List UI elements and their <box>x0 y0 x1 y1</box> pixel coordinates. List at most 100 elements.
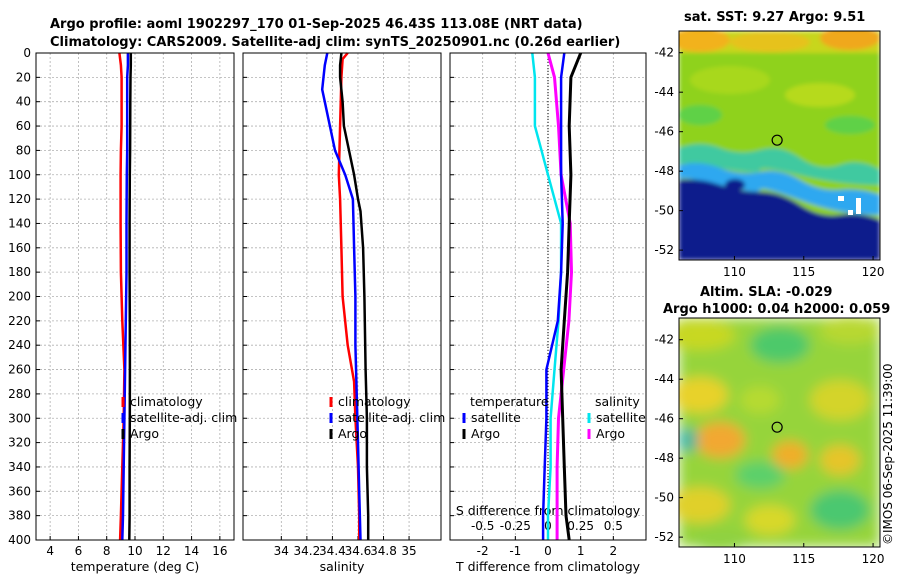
sla-lon-tick-label: 115 <box>792 552 815 566</box>
difference-series-s-argo <box>546 52 573 540</box>
legend-sat-label: satellite-adj. clim <box>130 410 237 425</box>
x-tick-label: 0 <box>544 544 552 558</box>
x-tick-label: 8 <box>103 544 111 558</box>
sla-lat-tick-label: -48 <box>654 451 674 465</box>
legend-t-argo-label: Argo <box>471 426 500 441</box>
figure-title-line1: Argo profile: aoml 1902297_170 01-Sep-20… <box>50 17 583 32</box>
depth-tick-label: 160 <box>8 241 31 255</box>
x-tick-label: 34.4 <box>319 544 346 558</box>
salinity-legend: climatology satellite-adj. clim Argo <box>329 394 445 441</box>
x-tick-label: 2 <box>610 544 618 558</box>
x-tick-label: 4 <box>46 544 54 558</box>
depth-tick-label: 240 <box>8 338 31 352</box>
temperature-legend: climatology satellite-adj. clim Argo <box>121 394 237 441</box>
depth-tick-label: 400 <box>8 533 31 547</box>
sla-lat-tick-label: -44 <box>654 372 674 386</box>
sla-lat-tick-label: -42 <box>654 333 674 347</box>
s-diff-tick-label: 0.25 <box>567 519 594 533</box>
sst-lat-tick-label: -50 <box>654 204 674 218</box>
x-tick-label: -1 <box>509 544 521 558</box>
figure-title-line2: Climatology: CARS2009. Satellite-adj cli… <box>50 35 620 50</box>
sla-lat-tick-label: -46 <box>654 412 674 426</box>
salinity-series-satellite-adj-clim <box>320 52 362 541</box>
salinity-frame <box>242 52 442 541</box>
sst-lat-tick-label: -52 <box>654 243 674 257</box>
sst-map-ticks: 110 115 120 -42 -44 -46 -48 -50 -52 <box>654 46 884 279</box>
depth-tick-label: 80 <box>16 143 31 157</box>
depth-tick-label: 0 <box>23 46 31 60</box>
s-diff-tick-label: -0.25 <box>500 519 531 533</box>
x-tick-label: 12 <box>156 544 171 558</box>
x-tick-label: 16 <box>212 544 227 558</box>
depth-tick-label: 100 <box>8 168 31 182</box>
legend-t-sat-label: satellite <box>471 410 521 425</box>
s-diff-tick-label: 0.5 <box>604 519 623 533</box>
sla-lon-tick-label: 110 <box>723 552 746 566</box>
sst-argo-location-marker <box>771 134 783 146</box>
sla-field <box>679 318 880 547</box>
sst-lat-tick-label: -44 <box>654 85 674 99</box>
depth-tick-label: 260 <box>8 363 31 377</box>
depth-tick-label: 280 <box>8 387 31 401</box>
temperature-frame <box>35 52 235 541</box>
legend-salinity-heading: salinity <box>595 394 640 409</box>
salinity-panel: 34 34.234.434.634.8 35 salinity <box>242 52 442 574</box>
difference-legend: temperature satellite Argo salinity sate… <box>462 394 646 441</box>
sla-map: 110 115 120 -42 -44 -46 -48 -50 -52 <box>654 317 885 566</box>
temperature-series-argo <box>128 53 133 541</box>
legend-argo-label: Argo <box>338 426 367 441</box>
x-tick-label: 10 <box>127 544 142 558</box>
depth-tick-label: 60 <box>16 119 31 133</box>
x-tick-label: 1 <box>577 544 585 558</box>
depth-tick-label: 20 <box>16 70 31 84</box>
depth-tick-label: 340 <box>8 460 31 474</box>
difference-x-axis-label: T difference from climatology <box>455 559 641 574</box>
sla-map-title-line1: Altim. SLA: -0.029 <box>700 285 832 300</box>
x-tick-label: 34.6 <box>345 544 372 558</box>
profile-panels: 0204060801001201401601802002202402602803… <box>8 46 647 574</box>
legend-s-argo-label: Argo <box>596 426 625 441</box>
sla-map-title-line2: Argo h1000: 0.04 h2000: 0.059 <box>663 302 890 317</box>
legend-clim-label: climatology <box>130 394 203 409</box>
sst-lat-tick-label: -48 <box>654 164 674 178</box>
sst-lon-tick-label: 110 <box>723 265 746 279</box>
salinity-series-argo <box>338 52 370 540</box>
x-tick-label: 6 <box>75 544 83 558</box>
imos-credit: ©IMOS 06-Sep-2025 11:39:00 <box>881 363 895 545</box>
difference-frame <box>449 52 647 541</box>
temperature-x-axis-label: temperature (deg C) <box>71 559 200 574</box>
sst-lon-tick-label: 120 <box>862 265 885 279</box>
sla-lat-tick-label: -52 <box>654 530 674 544</box>
sla-lat-tick-label: -50 <box>654 491 674 505</box>
sla-argo-location-marker <box>771 421 783 433</box>
sla-map-ticks: 110 115 120 -42 -44 -46 -48 -50 -52 <box>654 333 884 566</box>
sst-map: 110 115 120 -42 -44 -46 -48 -50 -52 <box>654 30 885 279</box>
salinity-x-axis-label: salinity <box>320 559 365 574</box>
legend-clim-label: climatology <box>338 394 411 409</box>
depth-tick-label: 300 <box>8 411 31 425</box>
legend-s-sat-label: satellite <box>596 410 646 425</box>
sst-lon-tick-label: 115 <box>792 265 815 279</box>
legend-argo-label: Argo <box>130 426 159 441</box>
sst-map-title: sat. SST: 9.27 Argo: 9.51 <box>684 10 865 25</box>
x-tick-label: 14 <box>184 544 199 558</box>
depth-tick-label: 360 <box>8 484 31 498</box>
sla-lon-tick-label: 120 <box>862 552 885 566</box>
x-tick-label: 34.2 <box>294 544 321 558</box>
depth-tick-label: 180 <box>8 265 31 279</box>
x-tick-label: 35 <box>401 544 416 558</box>
difference-series-t-satellite <box>541 52 566 540</box>
legend-temperature-heading: temperature <box>470 394 549 409</box>
difference-panel: -2 -1 0 1 2-0.5 -0.25 0 0.25 0.5S difference fro… <box>449 52 647 574</box>
depth-tick-label: 220 <box>8 314 31 328</box>
x-tick-label: 34 <box>274 544 289 558</box>
depth-tick-label: 200 <box>8 290 31 304</box>
depth-tick-label: 320 <box>8 436 31 450</box>
temperature-series-satellite-adj-clim <box>121 53 130 541</box>
s-diff-tick-label: -0.5 <box>471 519 494 533</box>
depth-tick-label: 40 <box>16 95 31 109</box>
sst-lat-tick-label: -42 <box>654 46 674 60</box>
depth-tick-label: 120 <box>8 192 31 206</box>
sst-lat-tick-label: -46 <box>654 125 674 139</box>
